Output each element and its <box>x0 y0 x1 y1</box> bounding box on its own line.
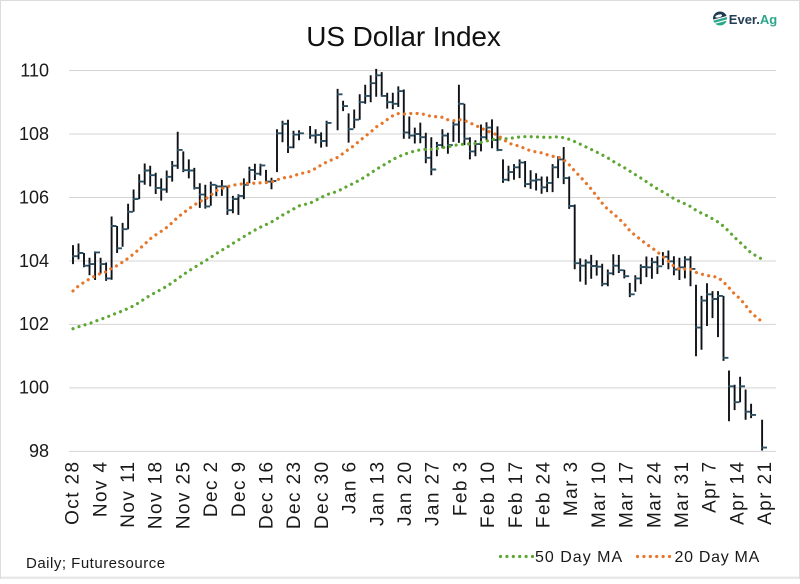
svg-text:Dec 2: Dec 2 <box>201 461 222 518</box>
svg-text:Oct 28: Oct 28 <box>63 461 84 525</box>
svg-text:Mar 3: Mar 3 <box>561 461 582 517</box>
svg-text:Jan 27: Jan 27 <box>423 461 444 526</box>
svg-text:Jan 13: Jan 13 <box>367 461 388 526</box>
svg-text:US Dollar Index: US Dollar Index <box>306 21 501 52</box>
svg-text:Mar 31: Mar 31 <box>672 461 693 529</box>
svg-text:106: 106 <box>19 187 49 207</box>
svg-text:Nov 4: Nov 4 <box>90 461 111 518</box>
svg-text:Daily; Futuresource: Daily; Futuresource <box>26 555 166 572</box>
svg-text:50 Day MA: 50 Day MA <box>535 549 623 566</box>
svg-text:110: 110 <box>20 60 49 80</box>
svg-text:Feb 10: Feb 10 <box>478 460 499 528</box>
svg-text:Feb 24: Feb 24 <box>534 461 555 529</box>
svg-text:Nov 25: Nov 25 <box>173 461 194 530</box>
svg-text:Dec 30: Dec 30 <box>312 461 333 530</box>
svg-text:Nov 18: Nov 18 <box>146 461 167 530</box>
svg-text:Dec 9: Dec 9 <box>229 461 250 518</box>
svg-text:98: 98 <box>29 441 49 461</box>
svg-text:108: 108 <box>19 124 49 144</box>
svg-text:Mar 17: Mar 17 <box>617 461 638 529</box>
svg-text:Feb 17: Feb 17 <box>506 461 527 529</box>
svg-text:Nov 11: Nov 11 <box>118 461 139 528</box>
svg-text:Apr 21: Apr 21 <box>755 461 776 525</box>
svg-text:104: 104 <box>19 251 49 271</box>
svg-text:Dec 16: Dec 16 <box>257 461 278 530</box>
svg-text:Jan 20: Jan 20 <box>395 461 416 526</box>
svg-text:102: 102 <box>19 314 49 334</box>
svg-text:Apr 14: Apr 14 <box>727 461 748 525</box>
svg-text:Dec 23: Dec 23 <box>284 461 305 530</box>
svg-text:Mar 24: Mar 24 <box>644 461 665 529</box>
svg-text:Apr 7: Apr 7 <box>700 461 721 513</box>
svg-text:Ever.Ag: Ever.Ag <box>729 12 777 27</box>
svg-text:Jan 6: Jan 6 <box>340 461 361 514</box>
svg-text:Mar 10: Mar 10 <box>589 461 610 529</box>
svg-text:20 Day MA: 20 Day MA <box>675 549 760 566</box>
svg-text:Feb 3: Feb 3 <box>450 461 471 517</box>
svg-text:100: 100 <box>19 378 49 398</box>
